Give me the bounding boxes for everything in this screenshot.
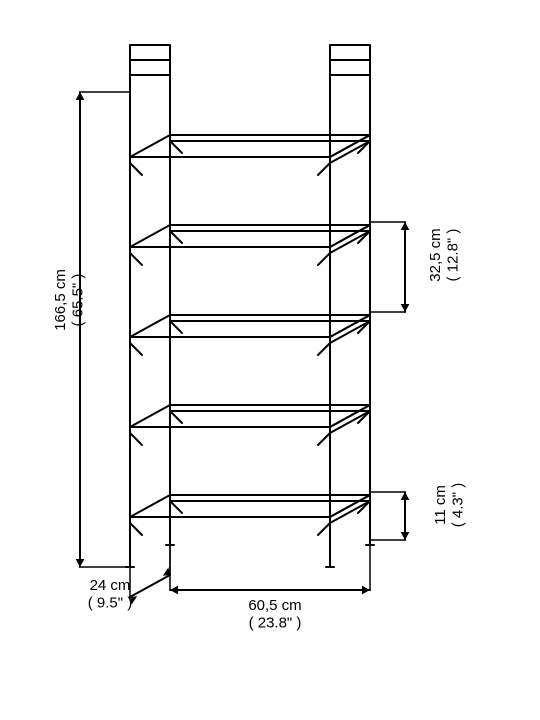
dim-height-total: 166,5 cm( 65.5" ) [52, 269, 86, 331]
dim-width: 60,5 cm( 23.8" ) [248, 597, 301, 631]
dimension-annotations: 166,5 cm( 65.5" ) 32,5 cm( 12.8" ) 11 cm( … [52, 92, 466, 631]
bookshelf-line-drawing [126, 45, 374, 567]
dim-depth: 24 cm( 9.5" ) [88, 577, 133, 611]
dim-ground-clearance: 11 cm( 4.3" ) [432, 483, 466, 528]
dim-shelf-spacing: 32,5 cm( 12.8" ) [427, 228, 461, 281]
